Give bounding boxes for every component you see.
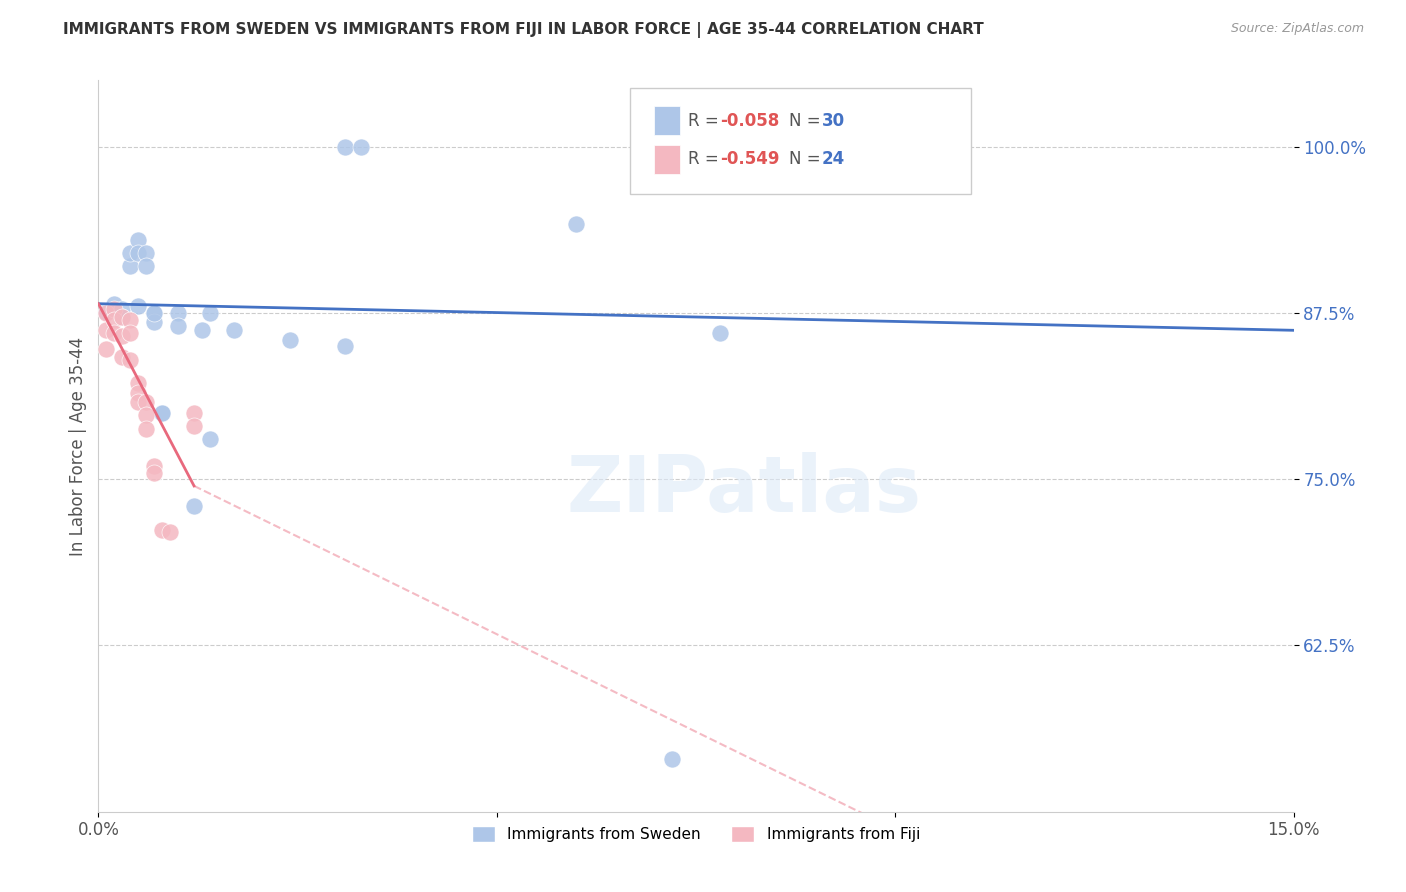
Point xyxy=(198,306,221,320)
FancyBboxPatch shape xyxy=(654,145,681,174)
Text: -0.549: -0.549 xyxy=(720,150,779,169)
Point xyxy=(135,260,157,274)
FancyBboxPatch shape xyxy=(654,106,681,135)
Point xyxy=(96,342,118,356)
Point xyxy=(127,385,149,400)
Point xyxy=(143,315,166,329)
Point xyxy=(143,306,166,320)
Point xyxy=(565,217,588,231)
Point xyxy=(120,260,142,274)
Point xyxy=(120,326,142,340)
Point xyxy=(183,499,205,513)
Point xyxy=(167,306,190,320)
Text: N =: N = xyxy=(789,112,827,129)
Text: R =: R = xyxy=(688,150,724,169)
Point xyxy=(350,140,373,154)
Point xyxy=(709,326,731,340)
Point xyxy=(150,523,173,537)
Point xyxy=(191,323,214,337)
Point xyxy=(167,319,190,334)
Point xyxy=(127,246,149,260)
Point xyxy=(127,299,149,313)
Point xyxy=(335,140,357,154)
Point xyxy=(111,310,134,324)
Point xyxy=(127,395,149,409)
Point xyxy=(135,246,157,260)
Point xyxy=(111,310,134,324)
Point xyxy=(143,458,166,473)
Point xyxy=(135,422,157,436)
Point xyxy=(111,328,134,343)
Point xyxy=(120,246,142,260)
Point xyxy=(103,312,125,326)
Text: ZIPatlas: ZIPatlas xyxy=(567,452,921,528)
Point xyxy=(103,326,125,340)
Point xyxy=(111,301,134,316)
FancyBboxPatch shape xyxy=(630,87,972,194)
Point xyxy=(111,350,134,364)
Text: 30: 30 xyxy=(821,112,845,129)
Point xyxy=(96,306,118,320)
Point xyxy=(120,312,142,326)
Legend: Immigrants from Sweden, Immigrants from Fiji: Immigrants from Sweden, Immigrants from … xyxy=(465,820,927,848)
Point xyxy=(661,751,683,765)
Point xyxy=(120,352,142,367)
Point xyxy=(135,395,157,409)
Y-axis label: In Labor Force | Age 35-44: In Labor Force | Age 35-44 xyxy=(69,336,87,556)
Text: 24: 24 xyxy=(821,150,845,169)
Point xyxy=(335,339,357,353)
Point xyxy=(222,323,245,337)
Point xyxy=(278,333,301,347)
Point xyxy=(96,304,118,318)
Point xyxy=(143,466,166,480)
Text: N =: N = xyxy=(789,150,827,169)
Point xyxy=(127,376,149,391)
Point xyxy=(198,433,221,447)
Point xyxy=(96,323,118,337)
Point xyxy=(127,233,149,247)
Text: Source: ZipAtlas.com: Source: ZipAtlas.com xyxy=(1230,22,1364,36)
Point xyxy=(150,406,173,420)
Point xyxy=(183,419,205,434)
Text: -0.058: -0.058 xyxy=(720,112,779,129)
Point xyxy=(135,409,157,423)
Point xyxy=(150,406,173,420)
Point xyxy=(103,301,125,316)
Point xyxy=(143,306,166,320)
Point xyxy=(103,296,125,310)
Point xyxy=(183,406,205,420)
Point xyxy=(159,525,181,540)
Text: R =: R = xyxy=(688,112,724,129)
Text: IMMIGRANTS FROM SWEDEN VS IMMIGRANTS FROM FIJI IN LABOR FORCE | AGE 35-44 CORREL: IMMIGRANTS FROM SWEDEN VS IMMIGRANTS FRO… xyxy=(63,22,984,38)
